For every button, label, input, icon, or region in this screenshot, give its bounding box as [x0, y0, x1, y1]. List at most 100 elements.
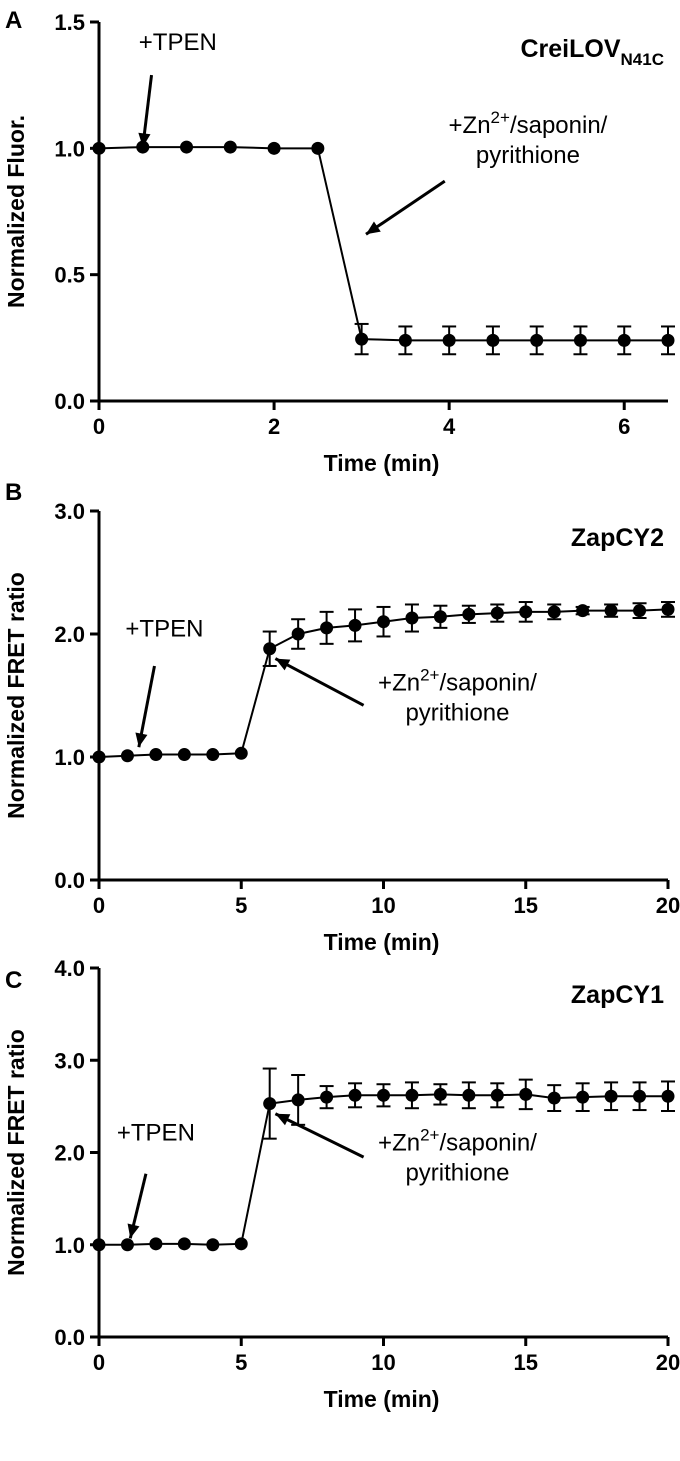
annotation-arrow — [274, 1112, 365, 1159]
data-point — [462, 607, 476, 621]
x-tick-label: 2 — [268, 414, 280, 439]
data-point — [291, 627, 305, 641]
annotation-zinc: +Zn2+/saponin/ — [449, 108, 608, 139]
data-point — [547, 605, 561, 619]
data-point — [486, 333, 500, 347]
data-point — [661, 602, 675, 616]
y-tick-label: 1.0 — [54, 745, 85, 770]
data-point — [92, 750, 106, 764]
data-point — [405, 1088, 419, 1102]
y-tick-label: 3.0 — [54, 499, 85, 524]
data-point — [576, 604, 590, 618]
x-tick-label: 5 — [235, 893, 247, 918]
y-tick-label: 1.5 — [54, 10, 85, 35]
x-tick-label: 0 — [93, 414, 105, 439]
data-point — [519, 1087, 533, 1101]
x-tick-label: 6 — [618, 414, 630, 439]
data-point — [149, 1237, 163, 1251]
data-point — [530, 333, 544, 347]
arrow-head-icon — [365, 221, 381, 235]
arrow-head-icon — [127, 1223, 140, 1239]
data-point — [92, 1238, 106, 1252]
data-point — [433, 1087, 447, 1101]
data-point — [267, 141, 281, 155]
data-point — [180, 140, 194, 154]
y-tick-label: 0.0 — [54, 868, 85, 893]
data-point — [405, 611, 419, 625]
data-point — [177, 1237, 191, 1251]
data-point — [490, 1088, 504, 1102]
data-point — [604, 1089, 618, 1103]
y-tick-label: 3.0 — [54, 1048, 85, 1073]
y-tick-label: 0.0 — [54, 389, 85, 414]
data-point — [377, 1088, 390, 1102]
y-axis-title: Normalized FRET ratio — [3, 572, 29, 819]
data-point — [617, 333, 631, 347]
annotation-zinc: +Zn2+/saponin/ — [378, 666, 537, 697]
annotation-tpen: +TPEN — [117, 1120, 195, 1147]
data-point — [661, 333, 675, 347]
data-point — [633, 604, 647, 618]
sensor-name: CreiLOVN41C — [521, 35, 665, 69]
arrow-head-icon — [138, 132, 151, 148]
x-tick-label: 4 — [443, 414, 456, 439]
data-point — [120, 749, 134, 763]
data-point — [633, 1089, 647, 1103]
data-point — [398, 333, 412, 347]
annotation-arrow — [137, 665, 156, 748]
data-point — [206, 748, 220, 762]
annotation-zinc-line2: pyrithione — [405, 1160, 509, 1187]
annotation-arrow — [365, 179, 446, 236]
data-point — [263, 1097, 277, 1111]
data-point — [320, 621, 334, 635]
x-tick-label: 0 — [93, 1350, 105, 1375]
data-point — [573, 333, 587, 347]
data-point — [490, 606, 504, 620]
data-point — [661, 1089, 675, 1103]
data-point — [442, 333, 456, 347]
y-tick-label: 0.0 — [54, 1325, 85, 1350]
data-point — [355, 332, 369, 346]
annotation-tpen: +TPEN — [125, 615, 203, 642]
y-tick-label: 0.5 — [54, 263, 85, 288]
y-tick-label: 2.0 — [54, 622, 85, 647]
panel-letter: C — [5, 967, 22, 994]
x-tick-label: 20 — [656, 893, 680, 918]
x-tick-label: 15 — [514, 893, 538, 918]
panel-c: C 0.0 1.0 2.0 3.0 4.0 0 5 10 15 20 Time (min) Normal… — [3, 956, 680, 1412]
sensor-name: ZapCY1 — [571, 981, 664, 1009]
data-point — [120, 1238, 134, 1252]
data-point — [377, 615, 390, 629]
data-point — [263, 642, 277, 656]
x-tick-label: 20 — [656, 1350, 680, 1375]
x-axis-title: Time (min) — [324, 450, 440, 476]
data-point — [604, 604, 618, 618]
data-point — [177, 748, 191, 762]
annotation-arrow — [274, 657, 365, 707]
data-point — [433, 610, 447, 624]
x-tick-label: 0 — [93, 893, 105, 918]
x-axis-title: Time (min) — [324, 1386, 440, 1412]
data-point — [547, 1091, 561, 1105]
data-point — [311, 141, 325, 155]
panel-letter: B — [5, 479, 22, 506]
annotation-zinc-line2: pyrithione — [476, 142, 580, 169]
data-point — [149, 748, 163, 762]
y-tick-label: 2.0 — [54, 1141, 85, 1166]
data-point — [234, 1237, 248, 1251]
annotation-zinc: +Zn2+/saponin/ — [378, 1126, 537, 1157]
data-point — [234, 746, 248, 760]
arrow-head-icon — [135, 732, 148, 748]
data-point — [348, 618, 362, 632]
y-tick-label: 4.0 — [54, 956, 85, 981]
panel-b: B 0.0 1.0 2.0 3.0 0 5 10 15 20 Time (min) Normalize… — [3, 479, 680, 955]
series-line — [99, 1093, 668, 1246]
data-point — [576, 1090, 590, 1104]
data-point — [320, 1090, 334, 1104]
data-point — [291, 1093, 305, 1107]
arrow-head-icon — [275, 658, 291, 671]
y-tick-label: 1.0 — [54, 136, 85, 161]
y-tick-label: 1.0 — [54, 1233, 85, 1258]
x-tick-label: 15 — [514, 1350, 538, 1375]
